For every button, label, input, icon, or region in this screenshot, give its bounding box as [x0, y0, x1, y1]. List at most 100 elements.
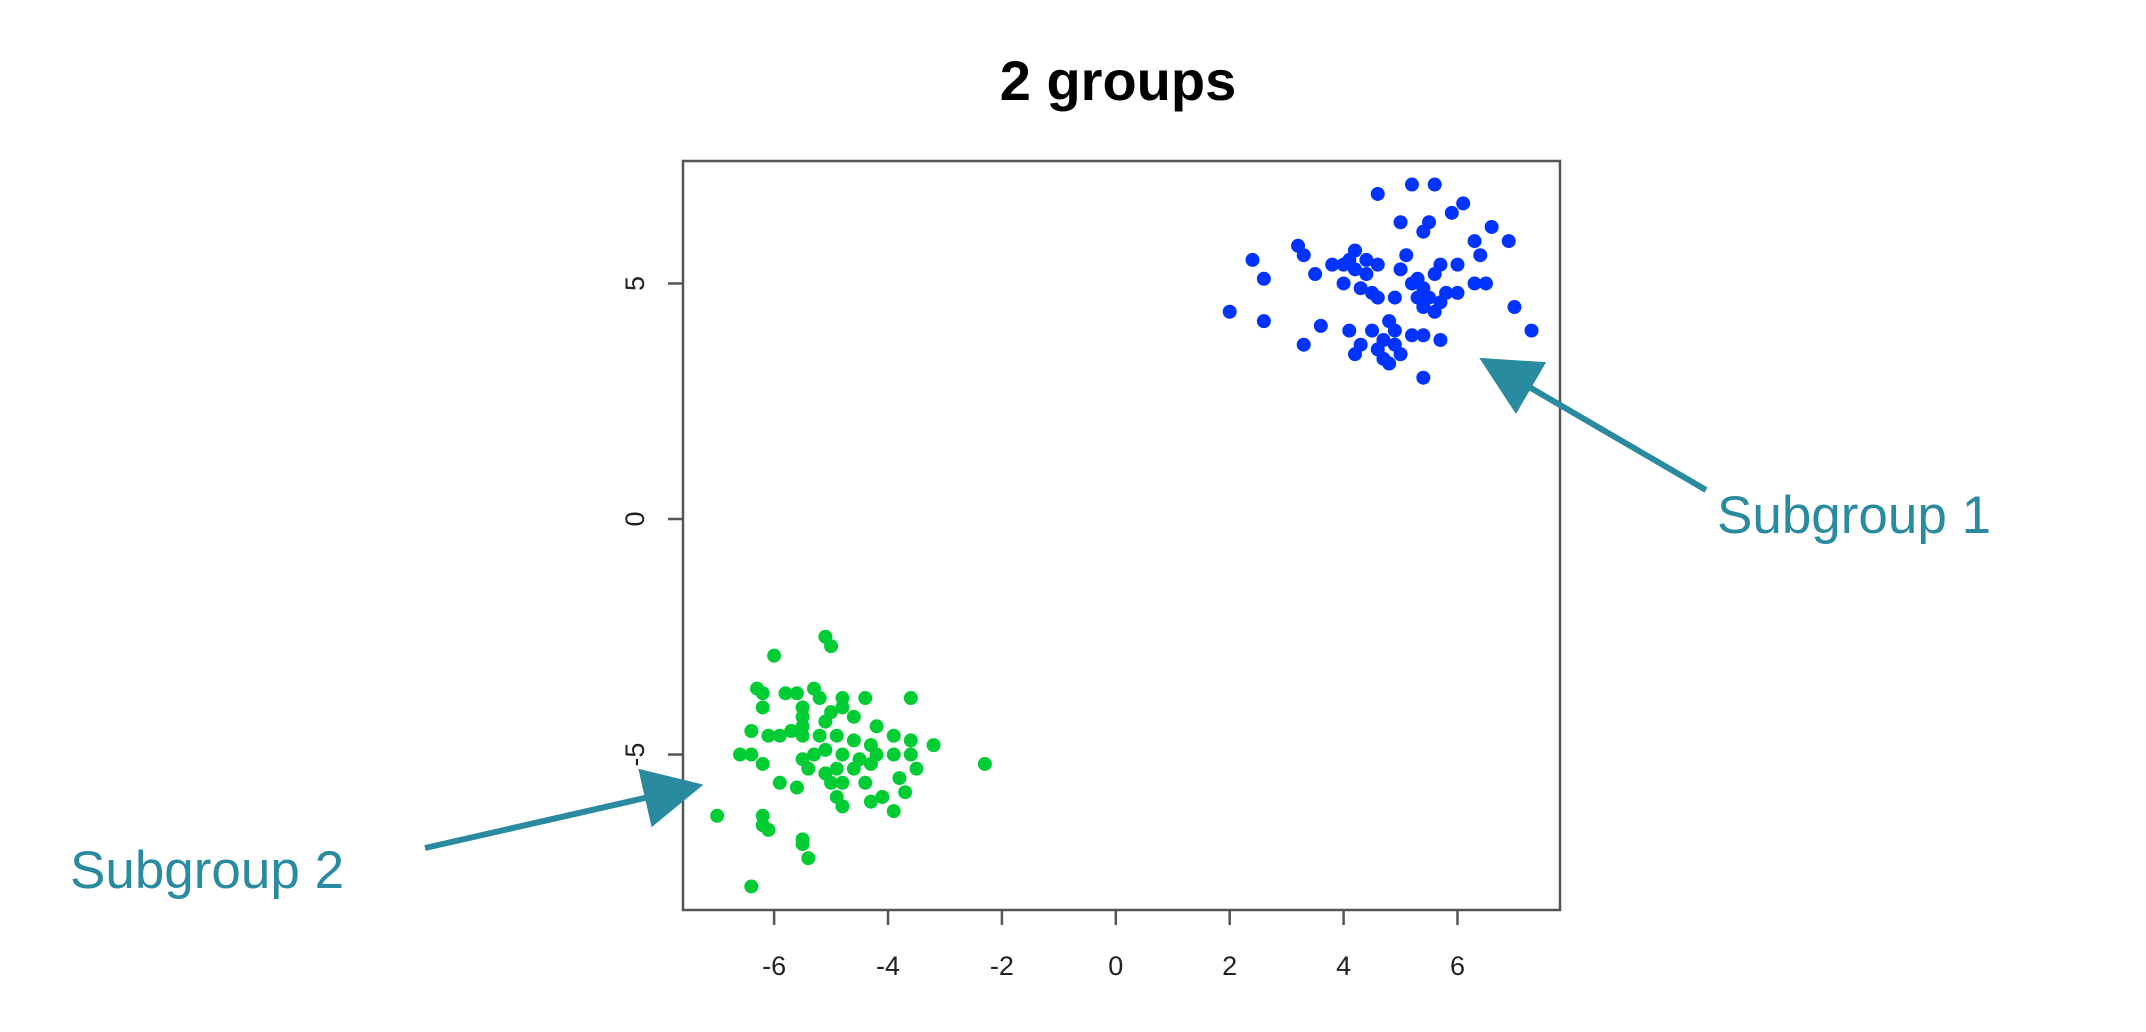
data-point-series-1: [1404, 177, 1419, 192]
data-point-series-1: [1524, 323, 1539, 338]
data-point-series-1: [1393, 215, 1408, 230]
data-point-series-1: [1342, 323, 1357, 338]
data-point-series-1: [1359, 252, 1374, 267]
data-point-series-2: [755, 686, 770, 701]
data-point-series-2: [829, 789, 844, 804]
data-point-series-1: [1399, 248, 1414, 263]
data-point-series-2: [886, 728, 901, 743]
annotation-subgroup-1: Subgroup 1: [1479, 357, 1991, 545]
data-point-series-2: [835, 775, 850, 790]
annotation-arrow-subgroup-1: [1479, 357, 1708, 493]
annotation-label-subgroup-1: Subgroup 1: [1717, 486, 1991, 545]
annotation-label-subgroup-2: Subgroup 2: [70, 841, 344, 900]
data-point-series-1: [1336, 257, 1351, 272]
data-point-series-2: [824, 775, 839, 790]
data-point-series-1: [1484, 219, 1499, 234]
x-tick-label: 2: [1222, 951, 1237, 981]
data-point-series-1: [1478, 276, 1493, 291]
data-point-series-1: [1296, 337, 1311, 352]
data-point-series-1: [1245, 252, 1260, 267]
data-point-series-2: [835, 747, 850, 762]
data-point-series-2: [863, 794, 878, 809]
x-tick-label: -6: [762, 951, 786, 981]
data-point-series-1: [1450, 285, 1465, 300]
data-point-series-1: [1347, 262, 1362, 277]
data-point-series-1: [1450, 257, 1465, 272]
data-point-series-2: [846, 709, 861, 724]
data-point-series-1: [1256, 314, 1271, 329]
data-point-series-1: [1507, 300, 1522, 315]
x-axis: -6 -4 -2 0 2 4 6: [762, 910, 1465, 981]
data-point-series-1: [1387, 290, 1402, 305]
data-point-series-1: [1256, 271, 1271, 286]
data-point-series-2: [812, 728, 827, 743]
data-point-series-2: [829, 728, 844, 743]
y-tick-label: 0: [620, 511, 650, 526]
data-point-series-1: [1359, 267, 1374, 282]
data-point-series-1: [1473, 248, 1488, 263]
plot-area-frame: [681, 159, 1562, 912]
data-point-series-2: [795, 837, 810, 852]
data-point-series-2: [818, 714, 833, 729]
data-point-series-1: [1313, 318, 1328, 333]
data-point-series-1: [1416, 224, 1431, 239]
data-point-series-2: [977, 756, 992, 771]
data-point-series-1: [1382, 356, 1397, 371]
data-point-series-2: [755, 756, 770, 771]
data-point-series-1: [1467, 276, 1482, 291]
data-point-series-2: [926, 738, 941, 753]
data-point-series-1: [1387, 323, 1402, 338]
y-tick-label: -5: [620, 743, 650, 767]
data-point-series-1: [1370, 290, 1385, 305]
data-point-series-1: [1353, 281, 1368, 296]
data-point-series-2: [898, 785, 913, 800]
data-point-series-2: [761, 822, 776, 837]
data-point-series-2: [858, 775, 873, 790]
data-point-series-2: [846, 733, 861, 748]
data-point-series-1: [1416, 370, 1431, 385]
data-point-series-2: [801, 851, 816, 866]
data-point-series-2: [892, 771, 907, 786]
data-point-series-1: [1427, 177, 1442, 192]
data-point-series-2: [886, 804, 901, 819]
data-point-series-2: [744, 747, 759, 762]
data-point-series-2: [755, 700, 770, 715]
annotation-arrow-subgroup-2: [424, 768, 704, 851]
data-point-series-2: [818, 742, 833, 757]
chart-title: 2 groups: [1000, 49, 1236, 112]
data-point-series-1: [1444, 205, 1459, 220]
x-tick-label: 4: [1336, 951, 1351, 981]
data-point-series-2: [886, 747, 901, 762]
data-point-series-2: [761, 728, 776, 743]
data-points: [710, 177, 1539, 894]
data-point-series-2: [835, 700, 850, 715]
data-point-series-2: [829, 761, 844, 776]
data-point-series-1: [1370, 186, 1385, 201]
data-point-series-1: [1467, 234, 1482, 249]
data-point-series-1: [1325, 257, 1340, 272]
data-point-series-1: [1427, 304, 1442, 319]
data-point-series-2: [812, 691, 827, 706]
x-tick-label: 0: [1108, 951, 1123, 981]
data-point-series-1: [1222, 304, 1237, 319]
data-point-series-2: [767, 648, 782, 663]
data-point-series-2: [778, 686, 793, 701]
data-point-series-1: [1308, 267, 1323, 282]
data-point-series-1: [1433, 333, 1448, 348]
data-point-series-2: [909, 761, 924, 776]
data-point-series-1: [1393, 262, 1408, 277]
data-point-series-2: [772, 728, 787, 743]
data-point-series-2: [772, 775, 787, 790]
data-point-series-2: [744, 879, 759, 894]
data-point-series-2: [795, 719, 810, 734]
data-point-series-2: [732, 747, 747, 762]
y-tick-label: 5: [620, 276, 650, 291]
data-point-series-2: [789, 780, 804, 795]
data-point-series-1: [1427, 267, 1442, 282]
data-point-series-1: [1416, 328, 1431, 343]
data-point-series-1: [1296, 248, 1311, 263]
data-point-series-1: [1404, 328, 1419, 343]
data-point-series-1: [1336, 276, 1351, 291]
data-point-series-1: [1501, 234, 1516, 249]
